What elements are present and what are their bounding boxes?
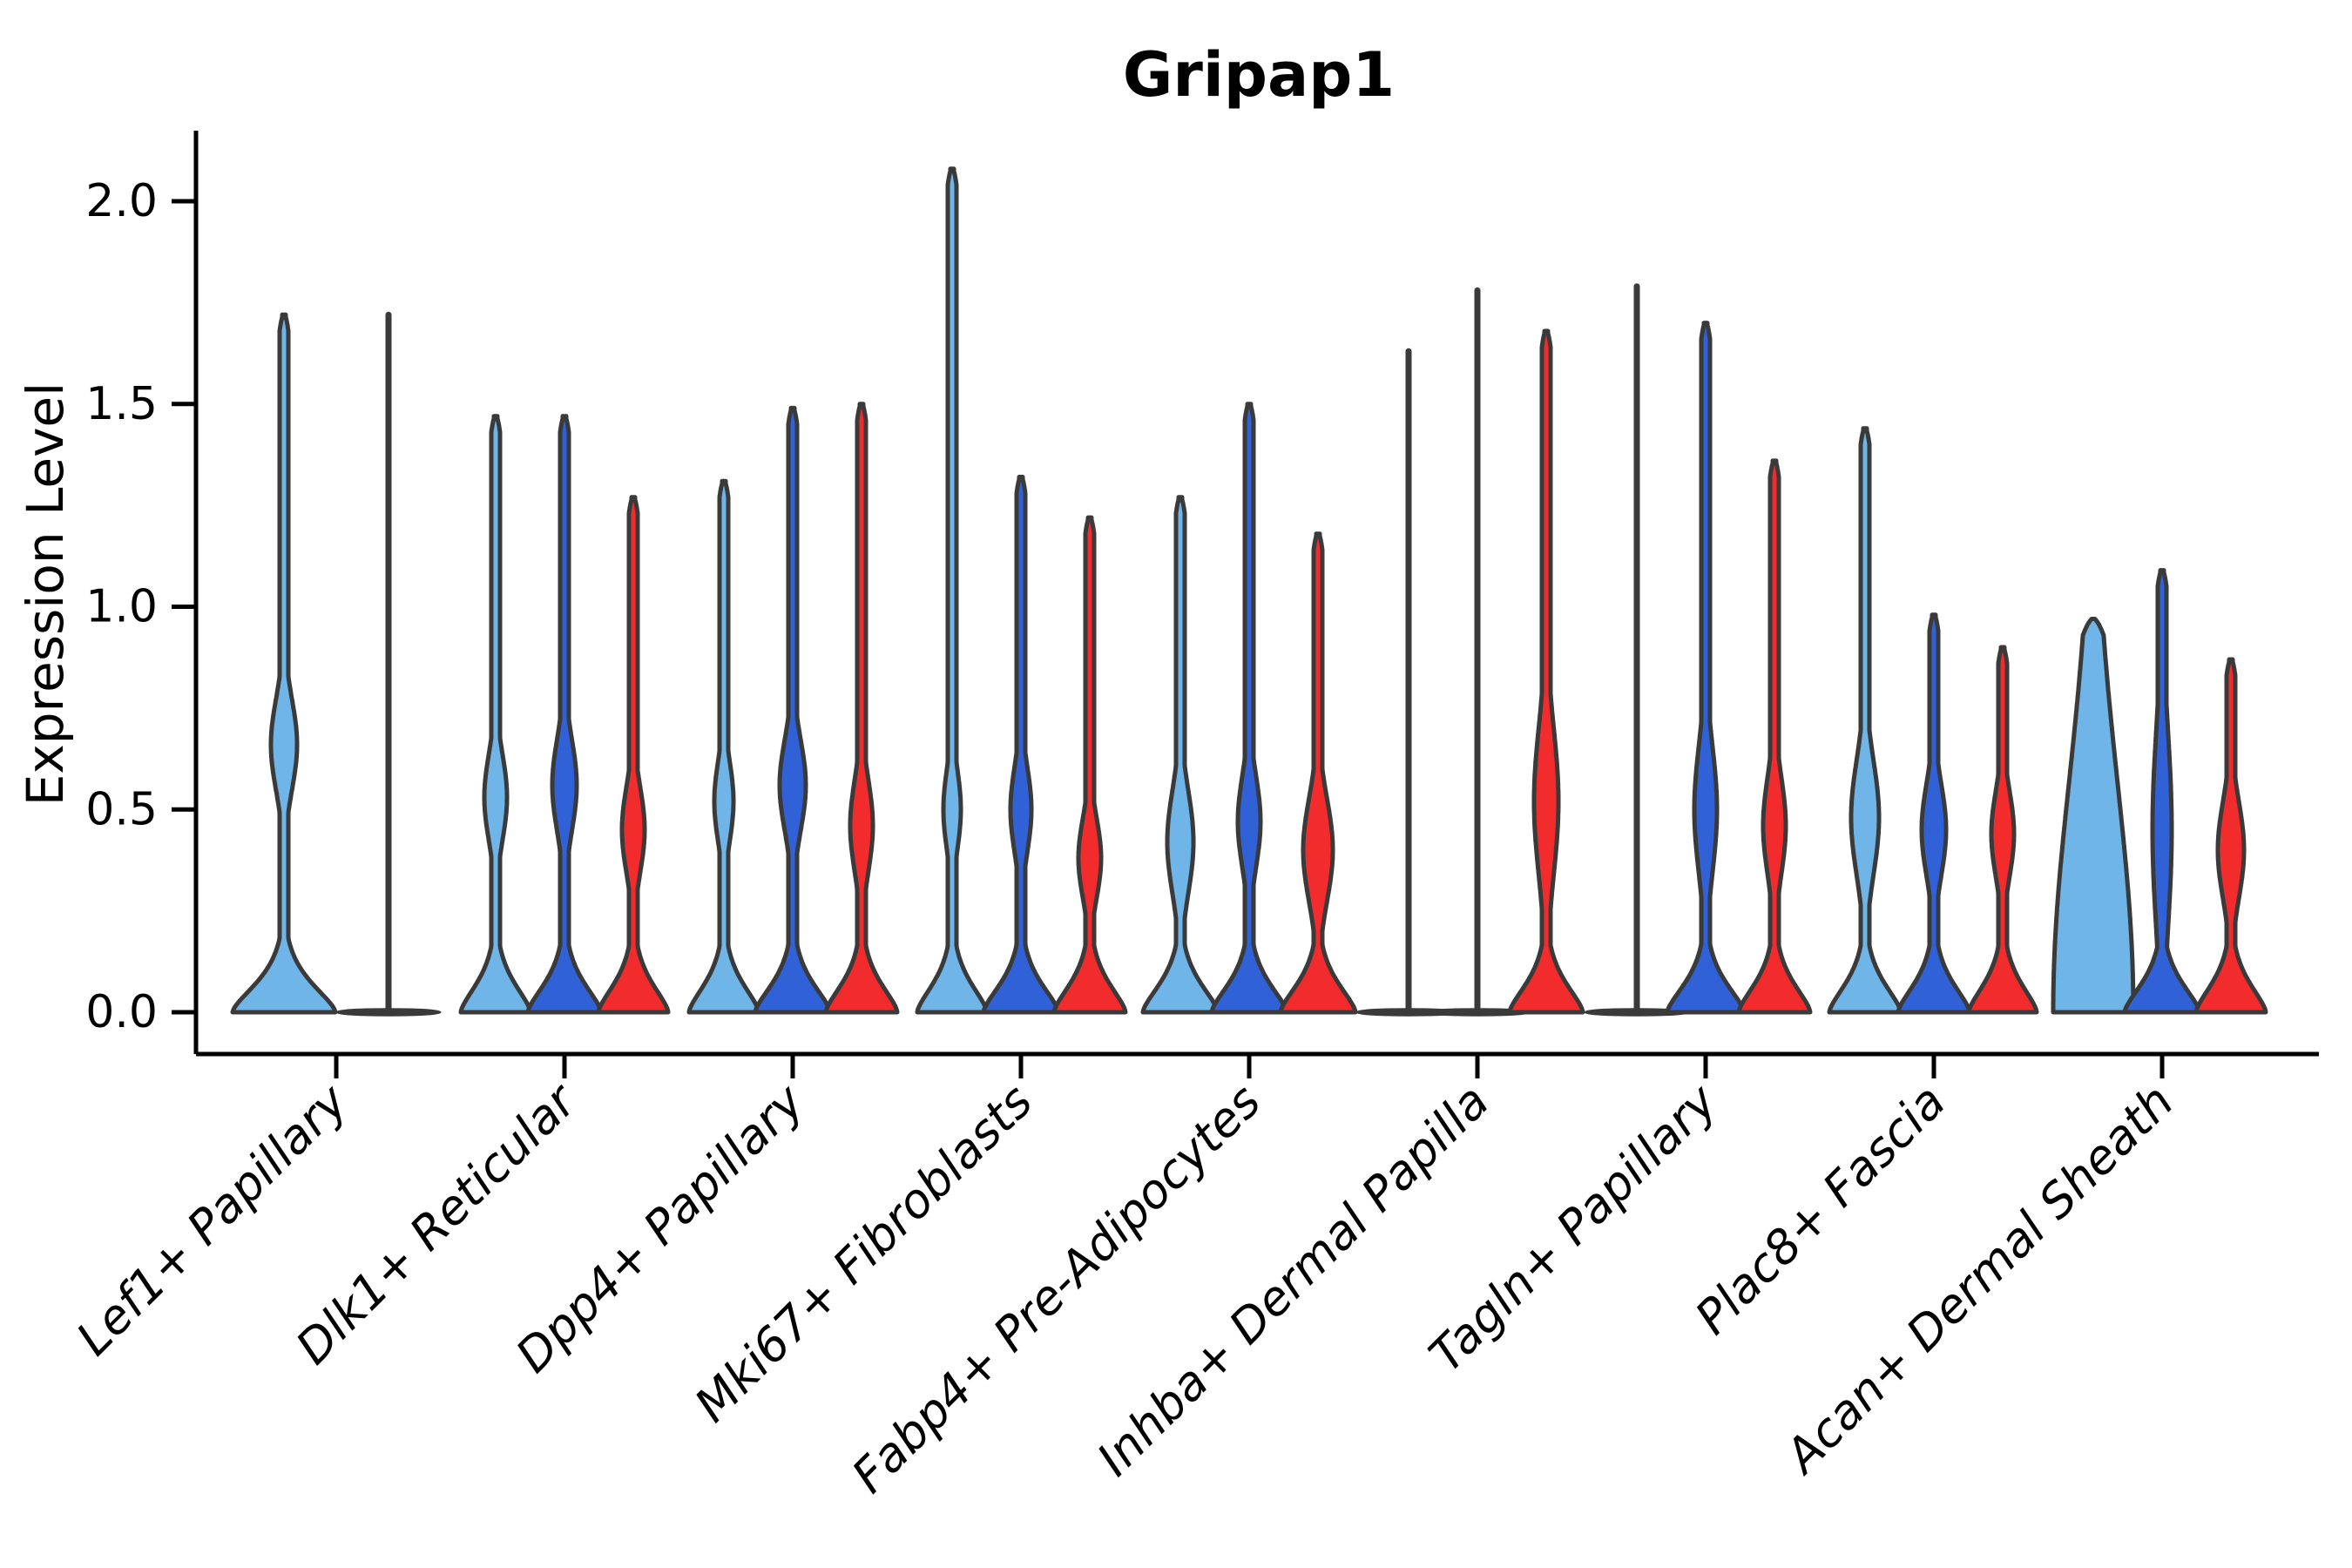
violin-mki67-fibroblasts-dark_blue: [981, 475, 1061, 1015]
violin-dpp4-papillary-light_blue: [686, 478, 761, 1015]
violin-tagln-papillary-red: [1736, 458, 1813, 1015]
violin-dpp4-papillary-dark_blue: [753, 405, 833, 1015]
violin-lef1-papillary-light_blue: [230, 312, 338, 1015]
violins-layer: [230, 166, 2268, 1017]
x-tick-label-inhba-dermal-papilla: Inhba+ Dermal Papilla: [1086, 1074, 1499, 1487]
y-tick-label: 0.5: [85, 783, 158, 835]
axes-layer: [172, 131, 2319, 1078]
y-tick-label: 1.5: [85, 378, 158, 430]
chart-title: Gripap1: [1123, 39, 1395, 111]
x-tick-label-acan-dermal-sheath: Acan+ Dermal Sheath: [1773, 1074, 2184, 1485]
y-axis-label: Expression Level: [16, 382, 75, 806]
y-tick-labels: 0.0 0.5 1.0 1.5 2.0: [85, 175, 158, 1038]
violin-inhba-dermal-papilla-red: [1507, 328, 1585, 1015]
violin-dpp4-papillary-red: [823, 402, 900, 1015]
x-tick-label-fabp4-pre-adipocytes: Fabp4+ Pre-Adipocytes: [841, 1074, 1271, 1504]
violin-fabp4-pre-adipocytes-dark_blue: [1209, 402, 1289, 1015]
violin-mki67-fibroblasts-light_blue: [915, 166, 990, 1015]
y-tick-label: 0.0: [85, 986, 158, 1038]
violin-tagln-papillary-dark_blue: [1665, 321, 1747, 1015]
violin-plac8-fascia-light_blue: [1827, 426, 1903, 1015]
violin-mki67-fibroblasts-red: [1051, 515, 1128, 1015]
violin-plac8-fascia-red: [1966, 645, 2039, 1015]
violin-plac8-fascia-dark_blue: [1896, 612, 1972, 1015]
y-tick-label: 2.0: [85, 175, 158, 227]
violin-acan-dermal-sheath-dark_blue: [2122, 568, 2202, 1015]
violin-fabp4-pre-adipocytes-red: [1278, 531, 1358, 1015]
violin-dlk1-reticular-red: [596, 495, 671, 1015]
violin-fabp4-pre-adipocytes-light_blue: [1140, 495, 1220, 1015]
violin-dlk1-reticular-light_blue: [458, 414, 533, 1015]
y-tick-label: 1.0: [85, 581, 158, 633]
violin-dlk1-reticular-dark_blue: [525, 414, 604, 1015]
violin-acan-dermal-sheath-light_blue: [2051, 617, 2136, 1015]
violin-acan-dermal-sheath-red: [2193, 657, 2268, 1015]
